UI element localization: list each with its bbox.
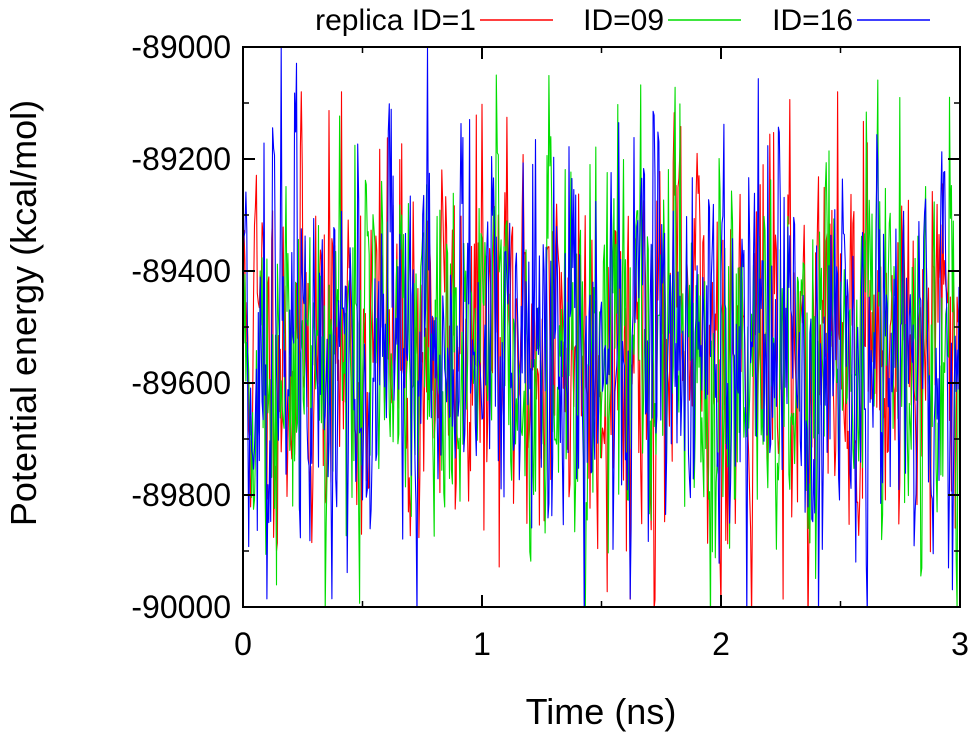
y-axis-label: Potential energy (kcal/mol) [3, 100, 44, 526]
y-tick-label: -89800 [131, 477, 231, 513]
x-tick-label: 1 [473, 626, 491, 662]
x-tick-label: 0 [234, 626, 252, 662]
y-tick-label: -89600 [131, 365, 231, 401]
x-tick-label: 2 [712, 626, 730, 662]
legend: replica ID=1 ID=09 ID=16 [315, 4, 930, 37]
series-lines [243, 47, 960, 607]
y-tick-label: -90000 [131, 589, 231, 625]
legend-label-1: replica ID=1 [315, 4, 476, 37]
y-tick-label: -89400 [131, 253, 231, 289]
series-line-2 [243, 74, 960, 607]
legend-label-2: ID=09 [583, 4, 664, 37]
y-tick-label: -89200 [131, 141, 231, 177]
legend-label-3: ID=16 [772, 4, 853, 37]
series-line-3 [243, 47, 960, 607]
y-tick-label: -89000 [131, 29, 231, 65]
x-tick-label: 3 [951, 626, 969, 662]
x-axis-label: Time (ns) [526, 691, 677, 732]
